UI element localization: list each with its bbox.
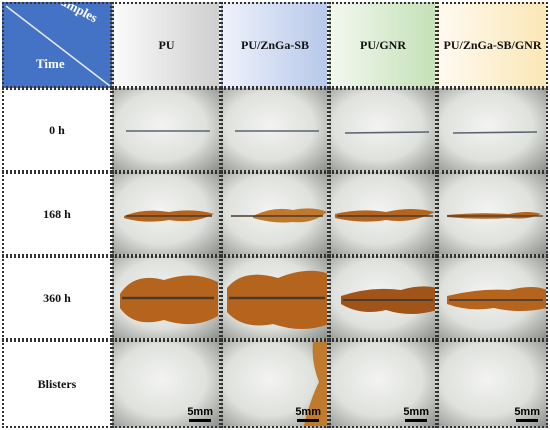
- photo-pu-znga-sb-blisters: 5mm: [221, 340, 329, 428]
- row-label-168h: 168 h: [2, 172, 112, 256]
- corner-header: Samples Time: [2, 2, 112, 88]
- scale-bar: 5mm: [514, 406, 540, 422]
- scale-bar: 5mm: [295, 406, 321, 422]
- column-header-pu-znga-sb: PU/ZnGa-SB: [221, 2, 329, 88]
- row-label-0h: 0 h: [2, 88, 112, 172]
- photo-pu-168h: [112, 172, 221, 256]
- time-label: Time: [36, 56, 65, 71]
- photo-pu-znga-sb-168h: [221, 172, 329, 256]
- photo-pu-blisters: 5mm: [112, 340, 221, 428]
- photo-pu-znga-sb-gnr-360h: [437, 256, 548, 340]
- row-label-blisters: Blisters: [2, 340, 112, 428]
- photo-pu-gnr-168h: [329, 172, 437, 256]
- photo-pu-gnr-blisters: 5mm: [329, 340, 437, 428]
- scale-bar: 5mm: [187, 406, 213, 422]
- photo-pu-gnr-360h: [329, 256, 437, 340]
- column-header-pu: PU: [112, 2, 221, 88]
- scale-bar-label: 5mm: [295, 406, 321, 418]
- photo-pu-znga-sb-360h: [221, 256, 329, 340]
- scale-bar: 5mm: [403, 406, 429, 422]
- scale-bar-label: 5mm: [403, 406, 429, 418]
- photo-pu-gnr-0h: [329, 88, 437, 172]
- scale-bar-label: 5mm: [187, 406, 213, 418]
- row-label-360h: 360 h: [2, 256, 112, 340]
- photo-pu-360h: [112, 256, 221, 340]
- photo-pu-znga-sb-gnr-168h: [437, 172, 548, 256]
- column-header-pu-znga-sb-gnr: PU/ZnGa-SB/GNR: [437, 2, 548, 88]
- photo-pu-znga-sb-0h: [221, 88, 329, 172]
- diagonal-divider: [5, 5, 110, 86]
- photo-pu-znga-sb-gnr-0h: [437, 88, 548, 172]
- column-header-pu-gnr: PU/GNR: [329, 2, 437, 88]
- scale-bar-label: 5mm: [514, 406, 540, 418]
- photo-pu-znga-sb-gnr-blisters: 5mm: [437, 340, 548, 428]
- photo-pu-0h: [112, 88, 221, 172]
